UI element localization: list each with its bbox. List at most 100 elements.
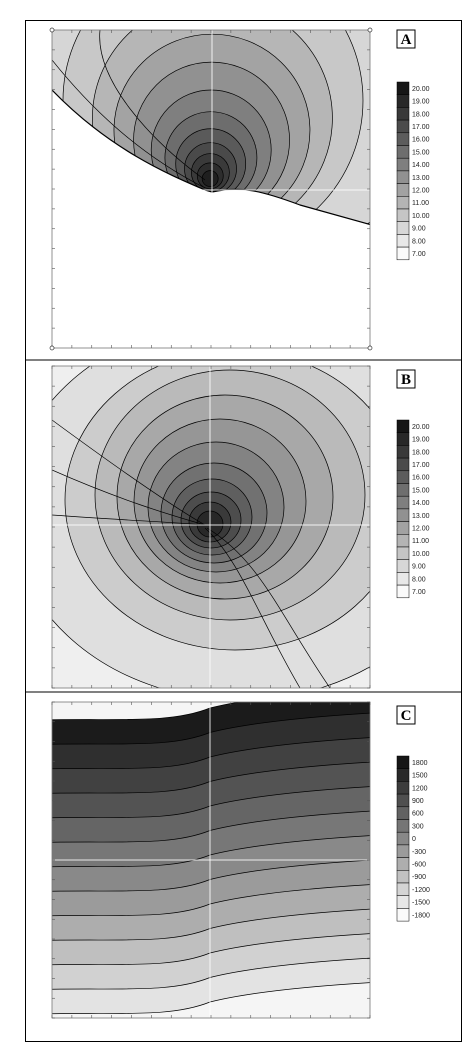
legend-swatch [396,844,410,858]
legend-label: 9.00 [412,226,426,233]
legend-label: 16.00 [412,137,430,144]
legend-swatch [396,246,410,261]
contour-band [52,982,370,1018]
contour-line [52,419,206,526]
legend-swatch [396,781,410,795]
legend-label: 17.00 [412,462,430,469]
legend-swatch [396,234,410,248]
frame-handle [49,27,55,33]
frame-handle [367,345,373,351]
legend-label: 12.00 [412,187,430,194]
legend-label: 10.00 [412,551,430,558]
legend-swatch [396,534,410,548]
legend-label: 18.00 [412,111,430,118]
legend-label: 300 [412,823,424,830]
legend-label: 1800 [412,760,428,767]
frame-handle [367,27,373,33]
legend-swatch [396,81,410,95]
legend-swatch [396,793,410,808]
legend-swatch [396,521,410,535]
legend-label: 13.00 [412,513,430,520]
contour-line [52,514,206,526]
legend-swatch [396,445,410,459]
legend-swatch [396,508,410,522]
legend-label: 12.00 [412,525,430,532]
legend-swatch [396,572,410,586]
legend-label: 20.00 [412,86,430,93]
legend-label: 13.00 [412,175,430,182]
legend-swatch [396,432,410,446]
legend-swatch [396,145,410,159]
contour-line [204,527,301,688]
legend-label: 17.00 [412,124,430,131]
legend-swatch [396,457,410,472]
legend-label: 18.00 [412,449,430,456]
legend-label: 14.00 [412,500,430,507]
legend-label: 1500 [412,773,428,780]
legend-label: 15.00 [412,487,430,494]
legend-swatch [396,170,410,184]
legend-swatch [396,470,410,484]
legend-label: 9.00 [412,564,426,571]
legend-label: -600 [412,861,426,868]
legend-swatch [396,495,410,510]
panel-label-box [396,29,416,49]
legend-swatch [396,819,410,833]
legend-swatch [396,221,410,235]
legend-swatch [396,419,410,433]
panel-label: C [401,708,412,724]
legend-label: 11.00 [412,200,429,207]
panel-a: A 20.00 19.00 18.00 17.00 16.00 15.00 14.00 13.0… [49,27,430,351]
panel-label-box [396,369,416,389]
legend-label: -900 [412,874,426,881]
legend-label: -300 [412,849,426,856]
legend-label: 1200 [412,785,428,792]
panel-label: B [401,372,411,388]
legend-swatch [396,831,410,846]
contour-line [52,59,206,189]
legend-label: 19.00 [412,437,430,444]
panel-label: A [401,32,412,48]
legend-swatch [396,806,410,820]
panel-c: C 1800 1500 1200 900 600 300 0 -300 -600 -900 -1200… [51,701,430,1019]
legend-swatch [396,882,410,896]
legend-label: -1200 [412,887,430,894]
legend-swatch [396,119,410,134]
legend-swatch [396,157,410,172]
legend-swatch [396,908,410,922]
legend-swatch [396,870,410,884]
legend-swatch [396,584,410,599]
contour-line [201,170,219,187]
legend-label: 11.00 [412,538,429,545]
legend-label: 20.00 [412,424,430,431]
legend-label: 7.00 [412,589,426,596]
legend-label: 14.00 [412,162,430,169]
legend-swatch [396,196,410,210]
legend-label: -1800 [412,912,430,919]
legend-swatch [396,755,410,769]
legend-label: 0 [412,836,416,843]
legend-label: 900 [412,798,424,805]
contour-line [206,527,331,688]
panel-b: B 20.00 19.00 18.00 17.00 16.00 15.00 14.00 13.0… [51,365,430,689]
legend-swatch [396,94,410,108]
legend-swatch [396,107,410,121]
legend-swatch [396,208,410,222]
legend-swatch [396,132,410,146]
legend-label: 19.00 [412,99,430,106]
legend-label: 10.00 [412,213,430,220]
legend-swatch [396,857,410,871]
legend-swatch [396,483,410,497]
legend-swatch [396,559,410,573]
contour-line [99,30,206,181]
legend-label: -1500 [412,900,430,907]
legend-label: 7.00 [412,251,426,258]
panel-label-box [396,705,416,725]
legend-label: 8.00 [412,238,426,245]
contour-line [52,469,206,526]
legend-label: 15.00 [412,149,430,156]
legend-label: 600 [412,811,424,818]
legend-swatch [396,768,410,782]
